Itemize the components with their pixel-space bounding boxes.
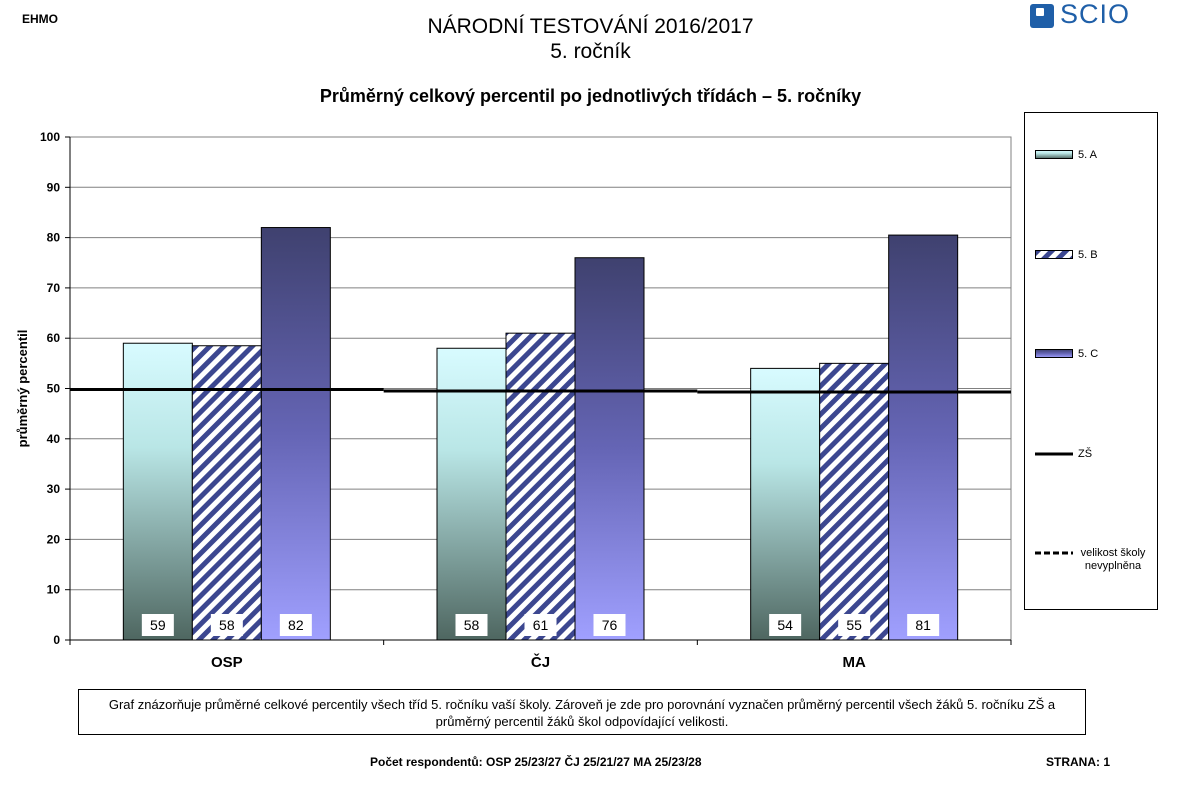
plot-area: 0 10 20 30 40 50 60 70 80 90 100 průměrný percentil… [15,130,1012,671]
bar-5c [574,257,645,641]
data-label-bg [593,614,626,636]
y-tick-label: 100 [40,130,60,144]
bar-5a [436,347,507,641]
bar-5c [260,227,331,641]
chart-title: Průměrný celkový percentil po jednotlivý… [319,86,862,106]
legend-swatch-5c [1035,349,1073,358]
bar-chart: 0 10 20 30 40 50 60 70 80 90 100 průměrný percentil… [15,130,1012,671]
data-label-bg [141,614,174,636]
data-label: 54 [777,617,793,633]
y-tick-label: 70 [47,281,61,295]
legend-line-school-size [1035,551,1073,555]
data-label-bg [838,614,871,636]
legend-swatch-5b [1035,250,1073,259]
data-label-bg [210,614,243,636]
legend-label-5a: 5. A [1078,149,1097,161]
data-label-bg [907,614,940,636]
data-label: 58 [464,617,480,633]
grade-subtitle: 5. ročník [550,40,631,63]
bar-5b [191,345,262,641]
bar-5b [505,332,576,641]
data-label-bg [279,614,312,636]
legend-label-zs: ZŠ [1078,448,1093,460]
y-tick-label: 20 [47,532,61,546]
logo-wordmark: SCIO [1060,0,1131,29]
y-tick-label: 0 [53,633,60,647]
scio-logo: SCIO [1030,0,1140,31]
data-label: 61 [533,617,549,633]
data-label: 55 [846,617,862,633]
y-tick-label: 60 [47,331,61,345]
y-axis-label: průměrný percentil [15,330,30,448]
chart-legend: 5. A 5. B 5. C ZŠ velikost školy nevypln… [1024,112,1158,610]
y-tick-label: 90 [47,180,61,194]
data-label: 59 [150,617,166,633]
legend-line-zs [1035,452,1073,456]
data-label: 58 [219,617,235,633]
y-tick-label: 10 [47,583,61,597]
category-label: OSP [211,654,243,671]
page-number: STRANA: 1 [1046,755,1111,769]
legend-label-5b: 5. B [1078,249,1098,261]
legend-label-5c: 5. C [1078,348,1099,360]
legend-swatch-5a [1035,150,1073,159]
bar-5a [750,367,821,641]
bar-5b [819,362,890,641]
logo-mark-icon [1030,4,1054,28]
data-label-bg [455,614,488,636]
report-title: NÁRODNÍ TESTOVÁNÍ 2016/2017 [427,15,754,38]
data-label: 76 [602,617,618,633]
chart-description: Graf znázorňuje průměrné celkové percent… [78,689,1086,735]
data-label: 82 [288,617,304,633]
bar-5a [122,342,193,641]
y-tick-label: 30 [47,482,61,496]
category-label: ČJ [531,653,550,671]
bar-5c [888,234,959,641]
school-code: EHMO [22,12,58,26]
y-tick-label: 40 [47,432,61,446]
legend-label-school-size: velikost školy nevyplněna [1080,547,1146,572]
respondent-counts: Počet respondentů: OSP 25/23/27 ČJ 25/21… [370,755,702,769]
data-label-bg [524,614,557,636]
y-tick-label: 50 [47,382,61,396]
y-tick-label: 80 [47,231,61,245]
data-label: 81 [915,617,931,633]
category-label: MA [843,654,866,671]
data-label-bg [769,614,802,636]
